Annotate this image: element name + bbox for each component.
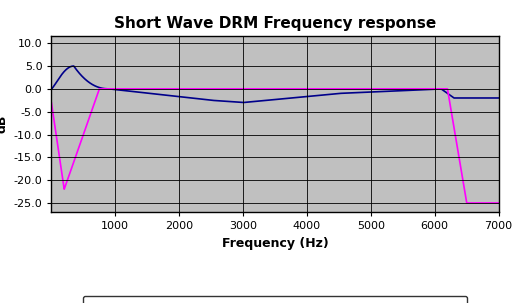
Y-axis label: dB: dB [0,115,8,133]
Title: Short Wave DRM Frequency response: Short Wave DRM Frequency response [114,16,436,31]
Legend: Rear Panel Speaker Jack, 47 μF in series with the Speaker: Rear Panel Speaker Jack, 47 μF in series… [83,296,467,303]
X-axis label: Frequency (Hz): Frequency (Hz) [222,237,328,250]
